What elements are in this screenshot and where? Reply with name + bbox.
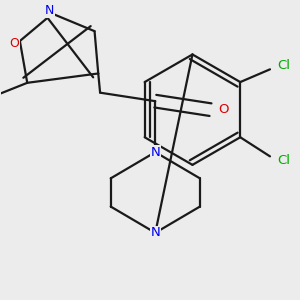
Text: O: O bbox=[218, 103, 229, 116]
Text: N: N bbox=[150, 226, 160, 239]
Text: N: N bbox=[44, 4, 54, 17]
Text: O: O bbox=[10, 37, 20, 50]
Text: Cl: Cl bbox=[277, 154, 290, 167]
Text: Cl: Cl bbox=[277, 58, 290, 72]
Text: N: N bbox=[150, 146, 160, 159]
